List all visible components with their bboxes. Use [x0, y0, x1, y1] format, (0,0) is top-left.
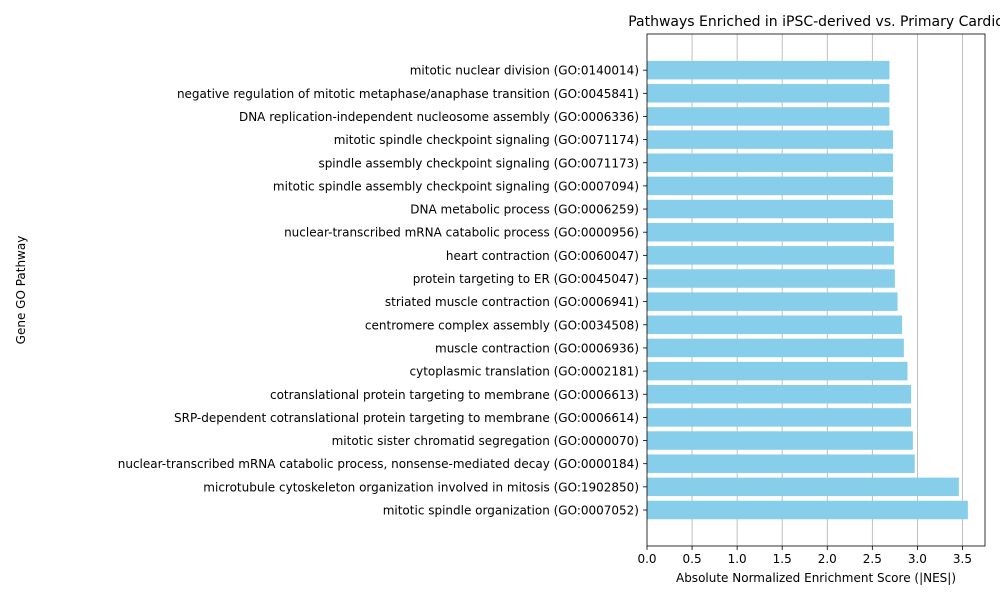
y-ticks: mitotic spindle organization (GO:0007052…	[118, 64, 647, 518]
plot-frame	[646, 33, 986, 547]
x-tick-label: 0.0	[637, 552, 656, 566]
bars	[647, 60, 968, 520]
y-axis-label: Gene GO Pathway	[14, 236, 28, 345]
y-tick-label: DNA replication-independent nucleosome a…	[239, 110, 639, 124]
x-tick-label: 2.5	[863, 552, 882, 566]
bar	[647, 199, 894, 219]
y-tick-label: mitotic spindle organization (GO:0007052…	[383, 504, 639, 518]
bar	[647, 153, 894, 172]
bar	[647, 338, 904, 358]
y-tick-label: mitotic nuclear division (GO:0140014)	[410, 64, 639, 78]
bar	[647, 246, 894, 265]
x-tick-label: 3.0	[908, 552, 927, 566]
bar	[647, 361, 908, 381]
y-tick-label: mitotic spindle checkpoint signaling (GO…	[334, 133, 639, 147]
y-tick-label: mitotic sister chromatid segregation (GO…	[332, 434, 639, 448]
y-tick-label: cytoplasmic translation (GO:0002181)	[410, 365, 639, 379]
bar	[647, 60, 890, 80]
bar	[647, 269, 895, 288]
x-tick-label: 3.5	[953, 552, 972, 566]
x-ticks: 0.0 0.5 1.0 1.5 2.0 2.5 3.0 3.5	[637, 546, 972, 566]
bar	[647, 176, 894, 196]
bar	[647, 107, 890, 126]
y-tick-label: cotranslational protein targeting to mem…	[270, 388, 639, 402]
x-tick-label: 1.5	[773, 552, 792, 566]
bar	[647, 130, 894, 149]
bar	[647, 222, 894, 242]
y-tick-label: centromere complex assembly (GO:0034508)	[365, 318, 639, 332]
y-tick-label: DNA metabolic process (GO:0006259)	[410, 203, 639, 217]
bar	[647, 431, 913, 450]
bar	[647, 292, 898, 311]
x-tick-label: 1.0	[728, 552, 747, 566]
y-tick-label: heart contraction (GO:0060047)	[446, 249, 639, 263]
y-tick-label: nuclear-transcribed mRNA catabolic proce…	[284, 226, 639, 240]
bar	[647, 500, 968, 520]
y-tick-label: mitotic spindle assembly checkpoint sign…	[273, 179, 639, 193]
y-tick-label: microtubule cytoskeleton organization in…	[203, 480, 639, 494]
x-tick-label: 2.0	[818, 552, 837, 566]
x-axis-label: Absolute Normalized Enrichment Score (|N…	[676, 571, 956, 585]
bar	[647, 408, 912, 427]
bar	[647, 84, 890, 103]
chart-title: Pathways Enriched in iPSC-derived vs. Pr…	[628, 14, 1000, 30]
y-tick-label: protein targeting to ER (GO:0045047)	[413, 272, 639, 286]
y-tick-label: negative regulation of mitotic metaphase…	[177, 87, 639, 101]
y-tick-label: spindle assembly checkpoint signaling (G…	[318, 156, 639, 170]
bar	[647, 454, 915, 473]
bar	[647, 477, 959, 497]
bar	[647, 385, 912, 404]
y-tick-label: nuclear-transcribed mRNA catabolic proce…	[118, 457, 639, 471]
bar	[647, 315, 903, 335]
y-tick-label: SRP-dependent cotranslational protein ta…	[174, 411, 639, 425]
y-tick-label: striated muscle contraction (GO:0006941)	[385, 295, 639, 309]
y-tick-label: muscle contraction (GO:0006936)	[435, 341, 639, 355]
x-tick-label: 0.5	[683, 552, 702, 566]
